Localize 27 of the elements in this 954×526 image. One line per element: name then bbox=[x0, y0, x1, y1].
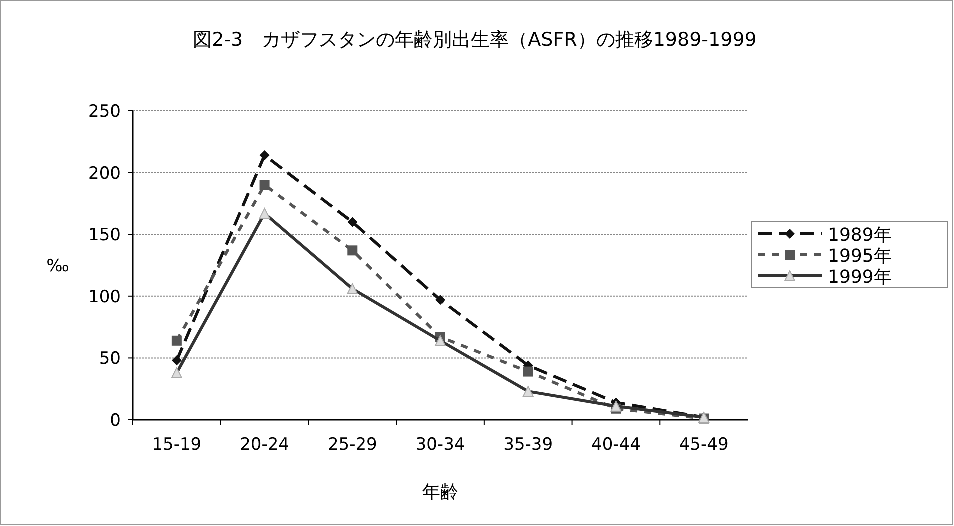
x-tick-label: 20-24 bbox=[240, 435, 290, 455]
point bbox=[523, 366, 534, 377]
point bbox=[172, 336, 182, 346]
y-tick-label: 100 bbox=[88, 287, 121, 308]
chart-title: 図2-3 カザフスタンの年齢別出生率（ASFR）の推移1989-1999 bbox=[193, 29, 757, 51]
point bbox=[172, 356, 182, 366]
y-tick-label: 200 bbox=[88, 164, 121, 184]
point bbox=[348, 217, 358, 228]
y-tick-label: 50 bbox=[99, 349, 121, 370]
point bbox=[348, 246, 358, 256]
legend-label: 1999年 bbox=[828, 267, 892, 288]
y-tick-label: 250 bbox=[88, 102, 121, 122]
x-axis-title: 年齢 bbox=[422, 482, 458, 503]
x-tick-label: 25-29 bbox=[328, 435, 378, 455]
y-axis-title: ‰ bbox=[46, 256, 70, 276]
x-tick-label: 30-34 bbox=[416, 435, 466, 455]
x-tick-label: 40-44 bbox=[592, 435, 641, 455]
point bbox=[260, 180, 270, 190]
x-tick-label: 45-49 bbox=[679, 435, 729, 455]
y-tick-label: 0 bbox=[110, 411, 121, 431]
x-tick-label: 15-19 bbox=[152, 435, 202, 455]
y-tick-label: 150 bbox=[88, 226, 121, 246]
point bbox=[436, 295, 446, 306]
legend-label: 1989年 bbox=[828, 225, 892, 246]
x-tick-label: 35-39 bbox=[504, 435, 554, 455]
legend-label: 1995年 bbox=[828, 246, 892, 267]
point bbox=[260, 150, 270, 160]
